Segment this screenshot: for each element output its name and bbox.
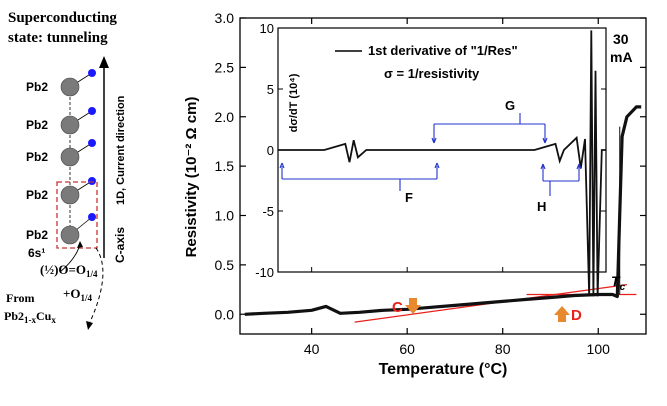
derivative-series — [278, 30, 606, 297]
label-d: D — [571, 307, 582, 324]
bracket-label-h: H — [537, 199, 546, 214]
y-tick-label: 0.5 — [215, 257, 235, 273]
orbital-label: 6s¹ — [28, 246, 45, 260]
inset-y-tick-label: 10 — [260, 21, 274, 36]
main-ylabel: Resistivity (10⁻² Ω cm) — [183, 97, 200, 258]
inset-ylabel: dσ/dT (10⁴) — [288, 73, 300, 132]
panel-title-line1: Superconducting — [8, 10, 117, 26]
oxygen-plus: +O1/4 — [63, 286, 93, 303]
c-axis-label: C-axis — [113, 227, 127, 263]
electron-dot — [88, 177, 96, 185]
formula-label: Pb21-xCux — [4, 309, 56, 325]
current-unit: mA — [610, 49, 633, 65]
panel-title-line2: state: tunneling — [8, 30, 108, 46]
current-direction-label: 1D, Current direction — [115, 95, 127, 205]
y-tick-label: 2.0 — [215, 109, 235, 125]
electron-dot — [88, 139, 96, 147]
pb-atom — [60, 147, 80, 167]
current-value: 30 — [613, 31, 629, 47]
atom-label: Pb2 — [26, 188, 48, 202]
pb-atom — [60, 77, 80, 97]
inset-legend-line1: 1st derivative of "1/Res" — [368, 43, 518, 58]
resistivity-series — [244, 105, 642, 316]
atom-label: Pb2 — [26, 150, 48, 164]
atom-label: Pb2 — [26, 228, 48, 242]
pb-atom — [60, 225, 80, 245]
x-tick-label: 80 — [495, 341, 511, 357]
left-panel: Superconducting state: tunneling Pb2 Pb2… — [4, 10, 127, 330]
label-c: C — [392, 299, 403, 316]
y-tick-label: 3.0 — [215, 10, 235, 26]
bracket-g — [431, 113, 548, 144]
bracket-label-f: F — [405, 190, 413, 205]
inset-y-tick-label: -5 — [262, 204, 274, 219]
bracket-label-g: G — [505, 98, 515, 113]
dashed-flow-arrow — [89, 247, 104, 323]
pb-atom — [60, 115, 80, 135]
oxygen-fraction: (½)O=O1/4 — [40, 262, 98, 279]
x-tick-label: 100 — [587, 341, 611, 357]
inset-y-tick-label: 5 — [267, 82, 274, 97]
x-tick-label: 40 — [304, 341, 320, 357]
pb-atom — [60, 185, 80, 205]
atom-label: Pb2 — [26, 118, 48, 132]
tc-label: Tc — [611, 273, 626, 293]
inset-y-tick-label: -10 — [255, 265, 274, 280]
main-plot-frame — [239, 17, 647, 335]
inset-chart: -10 -5 0 5 10 dσ/dT (10⁴) 1st derivative of … — [255, 21, 607, 297]
y-tick-label: 2.5 — [215, 59, 235, 75]
electron-dot — [88, 107, 96, 115]
tunneling-box — [56, 181, 98, 249]
arrow-d — [554, 306, 570, 322]
arrow-c — [405, 298, 421, 314]
y-tick-label: 1.5 — [215, 158, 235, 174]
electron-dot — [88, 69, 96, 77]
from-label: From — [6, 291, 34, 305]
inset-legend-line2: σ = 1/resistivity — [384, 66, 480, 81]
bracket-h — [540, 163, 582, 196]
y-tick-label: 1.0 — [215, 208, 235, 224]
main-xlabel: Temperature (°C) — [379, 361, 508, 378]
y-tick-label: 0.0 — [215, 306, 235, 322]
x-tick-label: 60 — [399, 341, 415, 357]
atom-label: Pb2 — [26, 80, 48, 94]
electron-dot — [88, 213, 96, 221]
inset-y-tick-label: 0 — [267, 143, 274, 158]
bracket-f — [279, 162, 440, 191]
